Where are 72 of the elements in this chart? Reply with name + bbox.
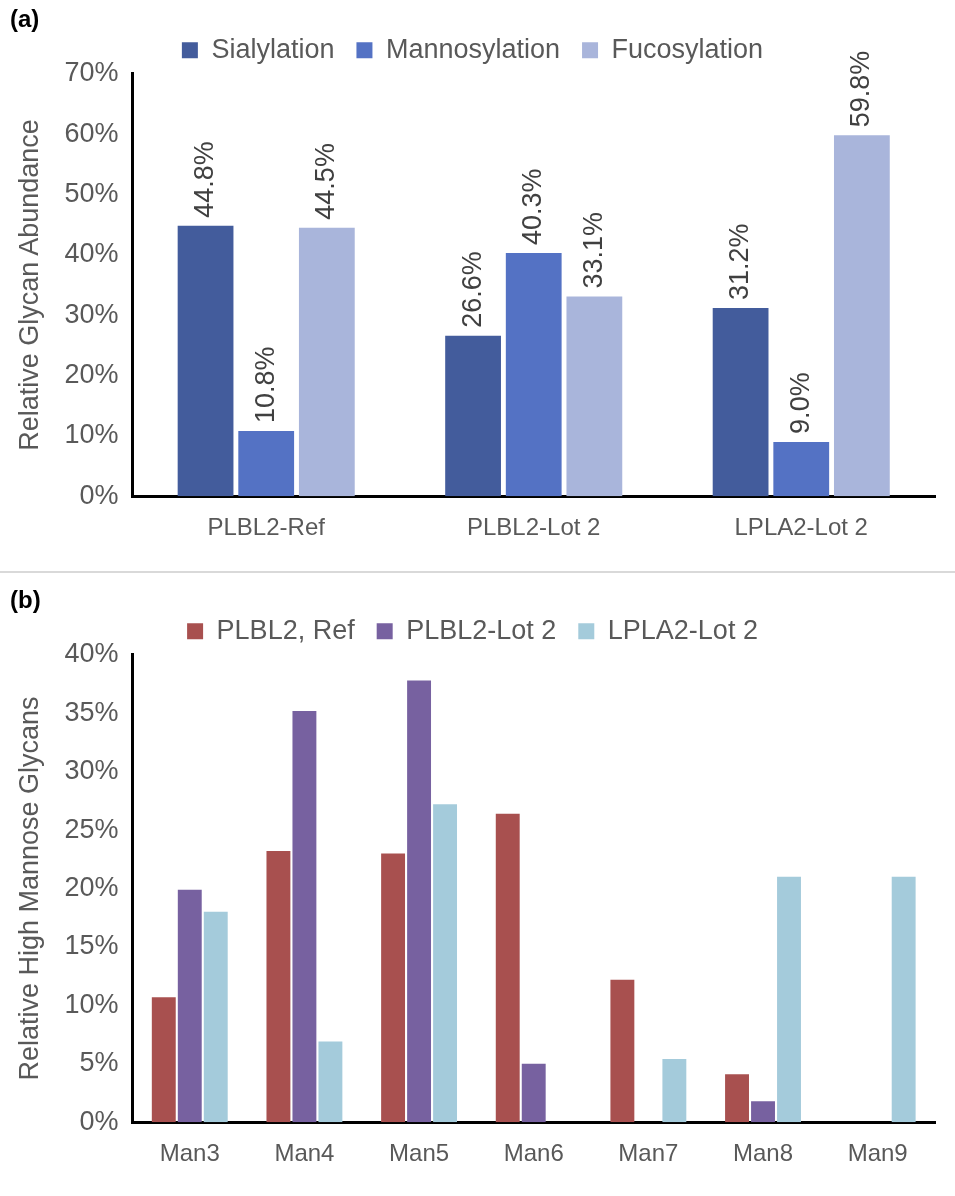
y-tick-label: 10%	[64, 988, 119, 1019]
bar	[381, 853, 406, 1123]
bar	[177, 225, 234, 497]
bar	[292, 710, 317, 1123]
x-tick-label: LPLA2-Lot 2	[734, 513, 868, 541]
x-tick-label: Man4	[274, 1139, 335, 1167]
bar	[177, 889, 202, 1123]
y-tick-label: 25%	[64, 813, 119, 844]
bar	[433, 804, 458, 1123]
bar	[773, 441, 830, 497]
y-tick-label: 15%	[64, 930, 119, 961]
bar	[891, 876, 916, 1123]
y-tick-label: 0%	[79, 479, 119, 510]
bar	[407, 680, 432, 1123]
legend-label: Mannosylation	[385, 33, 561, 64]
y-tick-label: 70%	[64, 57, 119, 88]
y-tick-label: 30%	[64, 298, 119, 329]
legend-label: Sialylation	[211, 33, 335, 64]
y-tick-label: 40%	[64, 638, 119, 669]
x-tick-label: PLBL2-Ref	[207, 513, 326, 541]
y-tick-label: 20%	[64, 358, 119, 389]
x-tick-label: Man8	[733, 1139, 794, 1167]
bar	[238, 431, 295, 497]
bar	[777, 876, 801, 1123]
y-tick-label: 60%	[64, 117, 119, 148]
bar	[833, 135, 890, 497]
data-label: 44.5%	[310, 143, 341, 220]
y-tick-label: 0%	[79, 1105, 119, 1136]
y-tick-label: 10%	[64, 419, 119, 450]
y-axis-title: Relative Glycan Abundance	[13, 119, 44, 451]
y-tick-label: 50%	[64, 177, 119, 208]
data-label: 40.3%	[517, 168, 548, 246]
bar	[151, 997, 176, 1123]
bar	[725, 1074, 749, 1123]
x-tick-label: PLBL2-Lot 2	[467, 513, 601, 541]
data-label: 31.2%	[724, 223, 755, 300]
y-tick-label: 30%	[64, 755, 119, 786]
legend-label: LPLA2-Lot 2	[607, 614, 758, 645]
bar	[566, 296, 623, 497]
bar	[751, 1101, 775, 1123]
bar	[712, 307, 769, 497]
bar	[445, 335, 501, 497]
x-tick-label: Man6	[503, 1139, 564, 1167]
data-label: 59.8%	[845, 50, 876, 128]
y-axis-title: Relative High Mannose Glycans	[13, 696, 44, 1081]
x-tick-label: Man9	[847, 1139, 908, 1167]
data-label: 33.1%	[577, 211, 608, 289]
bar	[318, 1041, 343, 1123]
chart-title: (a)	[10, 5, 40, 33]
bar	[266, 851, 291, 1123]
bar	[298, 227, 355, 497]
y-tick-label: 35%	[64, 696, 119, 727]
x-tick-label: Man5	[389, 1139, 450, 1167]
bar	[505, 253, 562, 497]
legend-label: PLBL2, Ref	[216, 614, 356, 645]
y-tick-label: 20%	[64, 871, 119, 902]
bar	[662, 1059, 687, 1123]
legend-label: Fucosylation	[611, 33, 764, 64]
data-label: 10.8%	[249, 346, 280, 424]
data-label: 44.8%	[189, 141, 220, 218]
data-label: 26.6%	[456, 251, 487, 328]
bar	[610, 979, 635, 1123]
y-tick-label: 5%	[79, 1047, 119, 1078]
legend-label: PLBL2-Lot 2	[406, 614, 557, 645]
chart-title: (b)	[10, 586, 41, 614]
bar	[203, 911, 228, 1123]
bar	[495, 813, 520, 1123]
bar	[521, 1063, 546, 1123]
x-tick-label: Man7	[618, 1139, 679, 1167]
data-label: 9.0%	[784, 372, 815, 434]
y-tick-label: 40%	[64, 238, 119, 269]
x-tick-label: Man3	[159, 1139, 220, 1167]
